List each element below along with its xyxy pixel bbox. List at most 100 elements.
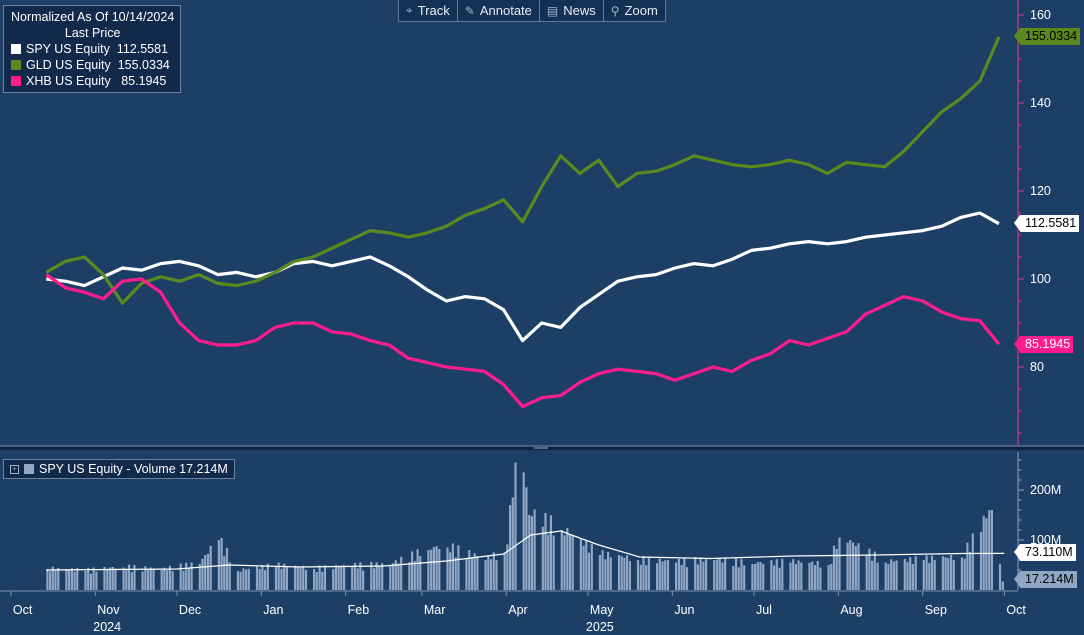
volume-bar — [792, 559, 795, 590]
volume-bar — [658, 558, 661, 590]
legend-swatch-spy — [11, 44, 21, 54]
volume-bar — [283, 563, 286, 590]
volume-bar — [990, 510, 993, 590]
price-tick-label: 120 — [1030, 184, 1051, 198]
volume-bar — [998, 563, 1002, 590]
volume-bar — [778, 567, 781, 590]
x-tick-label: Dec — [179, 603, 201, 617]
volume-bar — [582, 545, 585, 590]
price-tick-label: 100 — [1030, 272, 1051, 286]
volume-bar — [95, 571, 98, 590]
zoom-button[interactable]: ⚲ Zoom — [604, 0, 665, 21]
volume-bar — [808, 562, 811, 590]
volume-bar — [857, 543, 860, 590]
volume-bar — [601, 550, 604, 590]
legend-item-gld[interactable]: GLD US Equity 155.0334 — [11, 57, 174, 73]
volume-bar — [966, 542, 969, 590]
news-icon: ▤ — [546, 3, 559, 18]
volume-bar — [623, 557, 626, 590]
volume-bar — [323, 565, 327, 590]
volume-bar — [656, 563, 659, 590]
volume-bar — [160, 570, 163, 590]
volume-bar — [661, 561, 664, 590]
volume-bar — [381, 563, 384, 590]
volume-bar — [724, 557, 727, 590]
volume-bar — [182, 570, 185, 590]
volume-bar — [566, 528, 569, 590]
volume-bar — [979, 531, 983, 590]
last-price-tag-gld: 155.0334 — [1013, 28, 1081, 46]
x-tick-label: Mar — [424, 603, 446, 617]
volume-bar — [794, 564, 797, 590]
volume-bar — [890, 559, 893, 590]
volume-bar — [54, 570, 57, 590]
volume-bar — [179, 563, 182, 590]
volume-bar — [198, 564, 201, 590]
volume-bar — [816, 561, 819, 590]
legend-name-gld: GLD US Equity — [26, 58, 111, 72]
volume-legend[interactable]: + SPY US Equity - Volume 17.214M — [3, 459, 235, 479]
x-tick-label: Nov — [97, 603, 120, 617]
volume-bar — [509, 505, 512, 590]
volume-bar — [185, 562, 188, 590]
volume-bar — [427, 550, 430, 590]
volume-bar — [579, 538, 582, 590]
expand-icon[interactable]: + — [10, 464, 19, 474]
legend-item-xhb[interactable]: XHB US Equity 85.1945 — [11, 73, 174, 89]
price-tick-label: 160 — [1030, 8, 1051, 22]
volume-bar — [389, 565, 392, 590]
legend-title: Normalized As Of 10/14/2024 — [11, 10, 175, 24]
volume-bar — [413, 561, 416, 590]
volume-bar — [220, 537, 223, 590]
price-tick-label: 80 — [1030, 360, 1044, 374]
news-button[interactable]: ▤ News — [540, 0, 604, 21]
annotate-button[interactable]: ✎ Annotate — [458, 0, 540, 21]
track-button[interactable]: ⌖ Track — [399, 0, 458, 21]
volume-bar — [141, 571, 144, 590]
volume-bar — [683, 557, 686, 590]
legend-item-spy[interactable]: SPY US Equity 112.5581 — [11, 41, 174, 57]
volume-bar — [530, 516, 533, 590]
volume-bar — [353, 563, 357, 590]
volume-bar — [675, 562, 678, 590]
volume-bar — [876, 562, 879, 590]
series-line-gld — [45, 36, 1001, 305]
volume-bar — [718, 557, 721, 590]
volume-bar — [432, 546, 435, 590]
volume-bar — [969, 551, 972, 590]
volume-bar — [446, 547, 449, 590]
volume-bar — [114, 568, 117, 590]
volume-bar — [852, 542, 855, 590]
volume-bar — [971, 533, 974, 590]
legend-subtitle: Last Price — [64, 26, 121, 40]
volume-bar — [1001, 581, 1004, 590]
volume-bar — [111, 567, 114, 590]
volume-bar — [92, 567, 95, 590]
volume-bar — [947, 557, 950, 590]
volume-bar — [315, 572, 318, 590]
volume-bar — [73, 571, 76, 590]
tick-labels: 80 100 120 140 160 100M 200M Oct Nov Dec Jan Feb Mar… — [13, 8, 1061, 634]
volume-bar — [370, 561, 373, 590]
volume-bar — [871, 560, 874, 590]
volume-bar — [457, 545, 460, 590]
volume-bar — [680, 565, 683, 590]
volume-bar — [359, 562, 362, 590]
volume-bar — [294, 565, 297, 590]
volume-bar — [713, 560, 716, 590]
volume-bar — [544, 513, 547, 590]
volume-bar — [528, 515, 531, 590]
price-legend[interactable]: Normalized As Of 10/14/2024 Last Price S… — [3, 5, 182, 93]
volume-bar — [378, 566, 381, 590]
zoom-label: Zoom — [624, 3, 658, 18]
volume-bar — [541, 526, 544, 590]
series-line-xhb — [45, 273, 1001, 409]
volume-bar — [492, 552, 495, 590]
volume-last-tag: 17.214M — [1014, 571, 1077, 588]
volume-bar — [394, 560, 397, 590]
volume-bar — [702, 561, 705, 590]
volume-bar — [797, 560, 800, 590]
volume-bar — [489, 559, 493, 590]
volume-bar — [985, 518, 988, 590]
volume-bar — [811, 561, 814, 590]
